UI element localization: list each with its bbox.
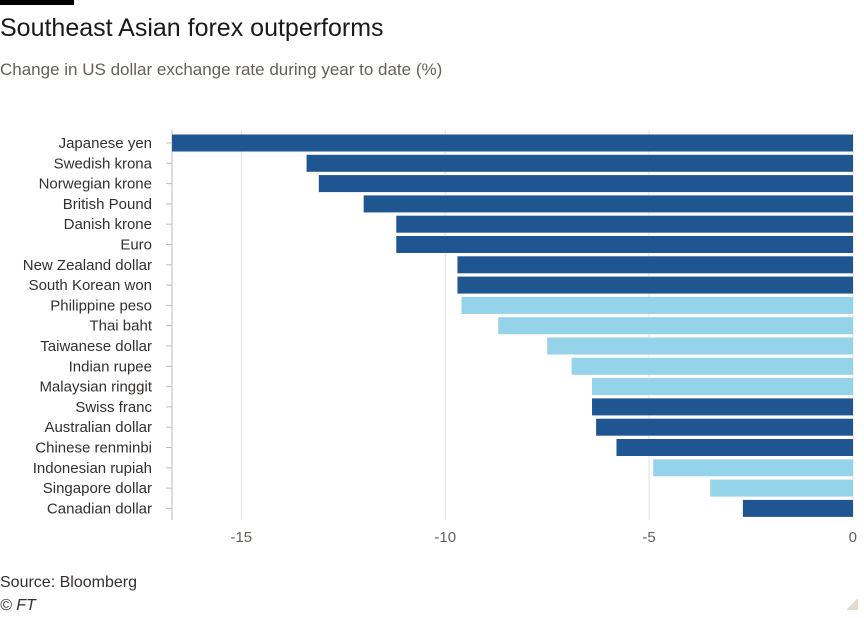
- bar: [396, 236, 853, 253]
- bar: [363, 195, 853, 213]
- chart-title: Southeast Asian forex outperforms: [0, 14, 384, 42]
- category-label: Swedish krona: [54, 155, 153, 172]
- bar: [592, 378, 853, 396]
- category-label: Malaysian ringgit: [39, 379, 152, 396]
- category-label: New Zealand dollar: [23, 257, 152, 274]
- source-note: Source: Bloomberg: [0, 574, 137, 591]
- corner-fold-icon: [846, 598, 858, 610]
- category-label: Euro: [120, 237, 152, 254]
- category-label: Australian dollar: [44, 419, 152, 436]
- x-tick-label: -5: [642, 529, 655, 546]
- category-label: South Korean won: [29, 277, 152, 294]
- bar: [653, 459, 853, 477]
- category-label: Philippine peso: [50, 297, 152, 314]
- bar: [461, 296, 853, 314]
- category-label: British Pound: [63, 196, 152, 213]
- bar: [710, 479, 853, 497]
- bar: [596, 418, 853, 436]
- bar: [318, 175, 854, 193]
- bar: [571, 357, 853, 375]
- x-tick-label: -10: [434, 529, 456, 546]
- brand-top-bar: [0, 0, 74, 5]
- category-label: Canadian dollar: [47, 500, 152, 517]
- category-label: Indonesian rupiah: [33, 460, 152, 477]
- bar: [592, 398, 853, 416]
- category-label: Swiss franc: [75, 399, 152, 416]
- category-label: Singapore dollar: [43, 480, 152, 497]
- copyright-note: © FT: [0, 597, 36, 614]
- bar: [498, 317, 853, 335]
- x-tick-label: 0: [849, 529, 857, 546]
- category-label: Taiwanese dollar: [40, 338, 152, 355]
- bar: [396, 215, 853, 233]
- category-label: Chinese renminbi: [35, 440, 152, 457]
- category-label: Indian rupee: [69, 358, 152, 375]
- bar: [742, 499, 853, 517]
- bar-chart: Japanese yen Swedish krona Norwegian krone…: [23, 130, 857, 546]
- category-label: Japanese yen: [59, 135, 152, 152]
- x-tick-label: -15: [230, 529, 252, 546]
- bar: [547, 337, 853, 355]
- bar: [172, 134, 853, 152]
- bar: [457, 276, 853, 294]
- category-label: Norwegian krone: [39, 176, 152, 193]
- bar: [457, 256, 853, 274]
- chart-subtitle: Change in US dollar exchange rate during…: [0, 60, 443, 79]
- bar: [306, 154, 853, 172]
- bar: [616, 439, 853, 456]
- category-label: Thai baht: [89, 318, 152, 335]
- category-label: Danish krone: [64, 216, 152, 233]
